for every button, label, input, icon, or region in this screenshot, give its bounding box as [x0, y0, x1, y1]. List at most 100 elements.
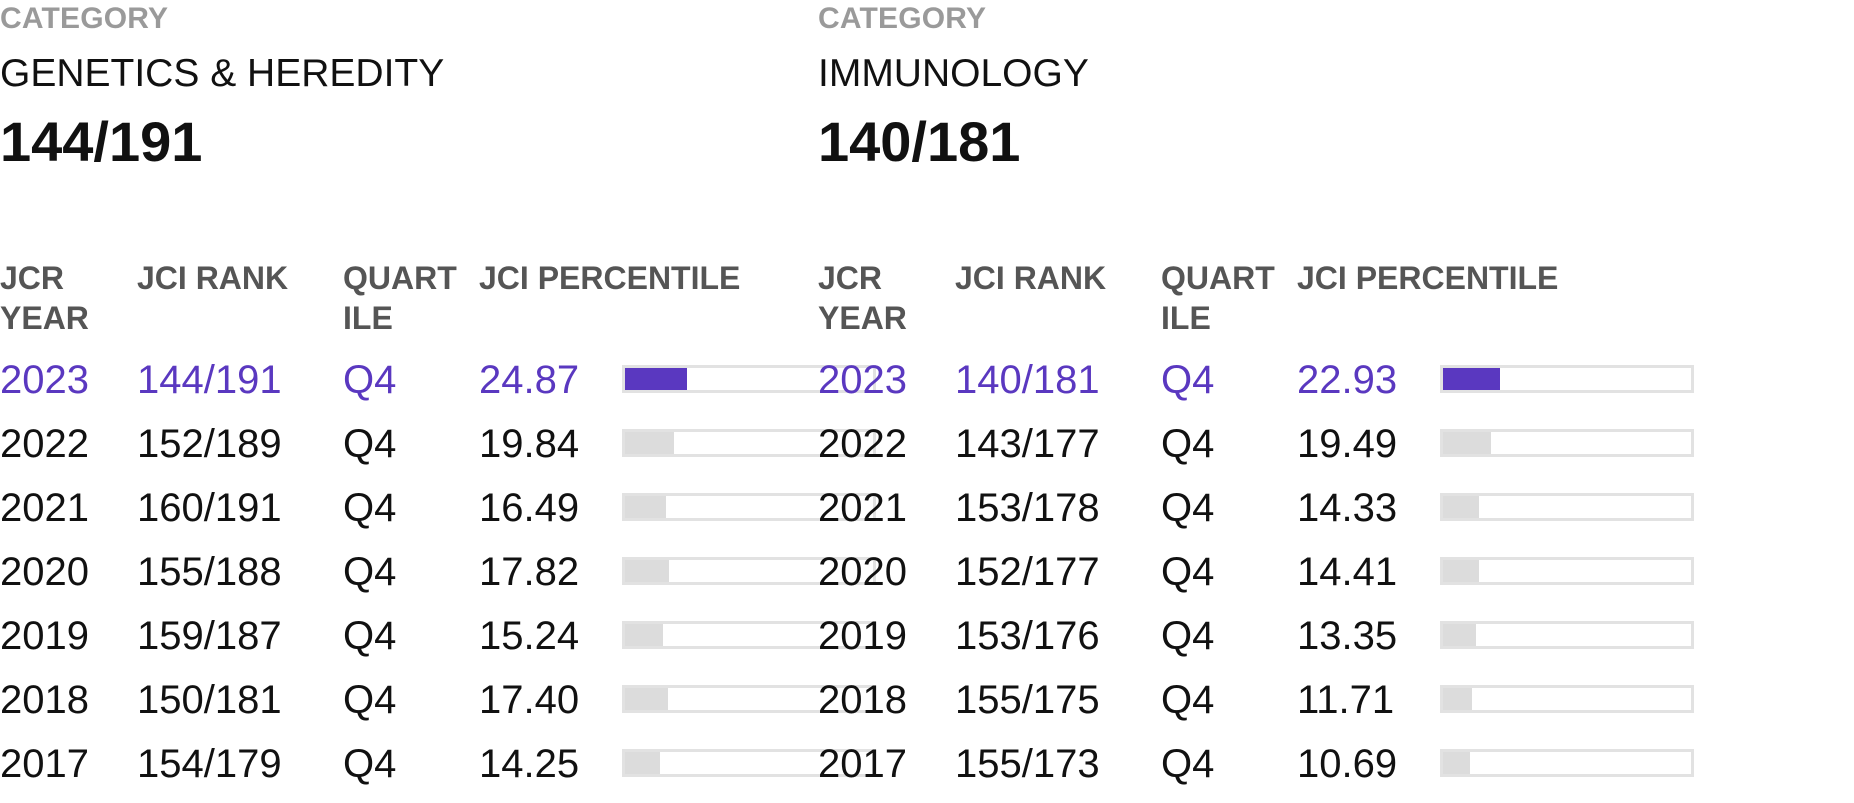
percentile-bar-fill [625, 624, 663, 646]
cell-quartile: Q4 [1161, 422, 1215, 466]
table-row: 2021 160/191 Q4 16.49 [0, 483, 880, 547]
cell-rank: 152/177 [955, 550, 1100, 594]
percentile-bar [622, 685, 876, 713]
cell-percentile: 14.33 [1297, 486, 1398, 530]
cell-rank: 154/179 [137, 742, 282, 786]
table-row: 2020 155/188 Q4 17.82 [0, 547, 880, 611]
table-row: 2022 152/189 Q4 19.84 [0, 419, 880, 483]
cell-percentile: 22.93 [1297, 358, 1398, 402]
cell-quartile: Q4 [343, 358, 397, 402]
percentile-bar [1440, 621, 1694, 649]
header-jci-percentile: JCI PERCENTILE [1297, 260, 1559, 296]
cell-year: 2021 [0, 486, 89, 530]
cell-quartile: Q4 [1161, 678, 1215, 722]
percentile-bar [622, 493, 876, 521]
cell-year: 2017 [818, 742, 907, 786]
table-row: 2020 152/177 Q4 14.41 [818, 547, 1698, 611]
cell-percentile: 24.87 [479, 358, 580, 402]
cell-percentile: 16.49 [479, 486, 580, 530]
cell-year: 2019 [0, 614, 89, 658]
cell-rank: 153/176 [955, 614, 1100, 658]
table-row: 2023 144/191 Q4 24.87 [0, 355, 880, 419]
cell-year: 2018 [818, 678, 907, 722]
percentile-bar-fill [625, 560, 670, 582]
cell-rank: 159/187 [137, 614, 282, 658]
cell-year: 2023 [0, 358, 89, 402]
header-quartile: QUARTILE [343, 260, 457, 336]
percentile-bar [1440, 493, 1694, 521]
table-row: 2017 155/173 Q4 10.69 [818, 739, 1698, 803]
percentile-bar-fill [1443, 624, 1477, 646]
percentile-bar [1440, 365, 1694, 393]
table-row: 2018 150/181 Q4 17.40 [0, 675, 880, 739]
table-row: 2023 140/181 Q4 22.93 [818, 355, 1698, 419]
category-rank: 140/181 [818, 110, 1021, 173]
table-header: JCR YEAR JCI RANK QUARTILE JCI PERCENTIL… [818, 258, 1598, 338]
cell-quartile: Q4 [343, 486, 397, 530]
percentile-bar-fill [625, 496, 666, 518]
table-row: 2019 159/187 Q4 15.24 [0, 611, 880, 675]
header-quartile: QUARTILE [1161, 260, 1275, 336]
cell-rank: 155/188 [137, 550, 282, 594]
percentile-bar [1440, 429, 1694, 457]
cell-quartile: Q4 [1161, 614, 1215, 658]
category-panel-immunology: CATEGORY IMMUNOLOGY 140/181 JCR YEAR JCI… [818, 0, 1694, 786]
cell-year: 2018 [0, 678, 89, 722]
percentile-bar-fill [1443, 496, 1479, 518]
cell-rank: 140/181 [955, 358, 1100, 402]
category-rank: 144/191 [0, 110, 203, 173]
cell-year: 2017 [0, 742, 89, 786]
cell-year: 2023 [818, 358, 907, 402]
cell-year: 2021 [818, 486, 907, 530]
table-row: 2018 155/175 Q4 11.71 [818, 675, 1698, 739]
cell-rank: 153/178 [955, 486, 1100, 530]
percentile-bar-fill [625, 752, 661, 774]
cell-quartile: Q4 [1161, 486, 1215, 530]
table-row: 2021 153/178 Q4 14.33 [818, 483, 1698, 547]
percentile-bar [1440, 557, 1694, 585]
percentile-bar [622, 429, 876, 457]
category-panel-genetics: CATEGORY GENETICS & HEREDITY 144/191 JCR… [0, 0, 876, 786]
percentile-bar [622, 621, 876, 649]
table-row: 2017 154/179 Q4 14.25 [0, 739, 880, 803]
cell-rank: 152/189 [137, 422, 282, 466]
cell-quartile: Q4 [343, 550, 397, 594]
cell-year: 2022 [818, 422, 907, 466]
percentile-bar-fill [625, 432, 675, 454]
percentile-bar-fill [625, 368, 687, 390]
cell-percentile: 19.84 [479, 422, 580, 466]
cell-percentile: 19.49 [1297, 422, 1398, 466]
table-row: 2022 143/177 Q4 19.49 [818, 419, 1698, 483]
table-row: 2019 153/176 Q4 13.35 [818, 611, 1698, 675]
cell-percentile: 13.35 [1297, 614, 1398, 658]
percentile-bar-fill [625, 688, 669, 710]
header-jci-rank: JCI RANK [137, 260, 289, 296]
percentile-bar-fill [1443, 560, 1479, 582]
percentile-bar-fill [1443, 432, 1492, 454]
header-jci-rank: JCI RANK [955, 260, 1107, 296]
category-name: GENETICS & HEREDITY [0, 52, 445, 95]
percentile-bar-fill [1443, 688, 1473, 710]
percentile-bar-fill [1443, 368, 1500, 390]
cell-year: 2019 [818, 614, 907, 658]
cell-quartile: Q4 [1161, 742, 1215, 786]
cell-quartile: Q4 [343, 614, 397, 658]
cell-percentile: 17.82 [479, 550, 580, 594]
percentile-bar [622, 557, 876, 585]
cell-rank: 143/177 [955, 422, 1100, 466]
cell-percentile: 17.40 [479, 678, 580, 722]
cell-rank: 160/191 [137, 486, 282, 530]
category-name: IMMUNOLOGY [818, 52, 1089, 95]
table-body: 2023 144/191 Q4 24.87 2022 152/189 Q4 19… [0, 355, 880, 803]
cell-rank: 155/173 [955, 742, 1100, 786]
cell-year: 2020 [818, 550, 907, 594]
header-jci-percentile: JCI PERCENTILE [479, 260, 741, 296]
cell-percentile: 10.69 [1297, 742, 1398, 786]
cell-percentile: 11.71 [1297, 678, 1395, 722]
cell-quartile: Q4 [1161, 358, 1215, 402]
category-label: CATEGORY [0, 2, 169, 35]
category-label: CATEGORY [818, 2, 987, 35]
percentile-bar [1440, 685, 1694, 713]
cell-quartile: Q4 [343, 422, 397, 466]
